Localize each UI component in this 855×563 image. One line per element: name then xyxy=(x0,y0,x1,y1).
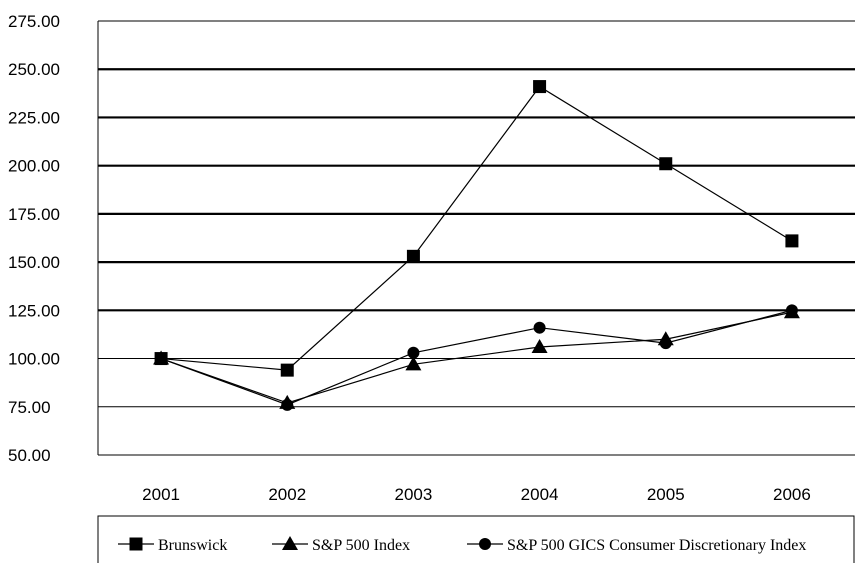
data-point xyxy=(533,80,547,94)
data-point xyxy=(785,234,799,248)
data-point xyxy=(281,398,294,411)
series-line xyxy=(160,309,793,406)
legend-box xyxy=(97,515,855,563)
y-tick-label: 175.00 xyxy=(8,205,60,224)
y-tick-label: 200.00 xyxy=(8,157,60,176)
x-tick-label: 2004 xyxy=(521,485,559,504)
gridlines xyxy=(97,20,855,456)
data-point xyxy=(405,356,422,371)
series-circle xyxy=(155,304,798,411)
x-tick-label: 2002 xyxy=(268,485,306,504)
legend-marker xyxy=(129,537,143,551)
data-point xyxy=(531,338,548,353)
legend-marker xyxy=(479,538,491,550)
data-point xyxy=(533,321,546,334)
y-tick-label: 225.00 xyxy=(8,108,60,127)
legend-label: S&P 500 GICS Consumer Discretionary Inde… xyxy=(507,537,806,554)
data-point xyxy=(280,363,294,377)
y-tick-label: 75.00 xyxy=(8,398,51,417)
legend-marker xyxy=(282,536,298,550)
y-axis-ticks: 50.00 75.00 100.00 125.00 150.00 175.00 200.00… xyxy=(8,12,60,465)
x-tick-label: 2001 xyxy=(142,485,180,504)
legend-label: Brunswick xyxy=(158,537,227,554)
y-tick-label: 250.00 xyxy=(8,60,60,79)
data-point xyxy=(785,304,798,317)
data-point xyxy=(407,346,420,359)
x-tick-label: 2006 xyxy=(773,485,811,504)
data-point xyxy=(659,157,673,171)
y-tick-label: 125.00 xyxy=(8,301,60,320)
legend-label: S&P 500 Index xyxy=(312,537,410,554)
series-line xyxy=(161,85,793,371)
data-point xyxy=(406,249,420,263)
data-point xyxy=(155,352,168,365)
series-triangle xyxy=(153,304,800,409)
x-tick-label: 2005 xyxy=(647,485,685,504)
x-tick-label: 2003 xyxy=(395,485,433,504)
data-point xyxy=(659,337,672,350)
y-tick-label: 50.00 xyxy=(8,446,51,465)
x-axis-ticks: 2001 2002 2003 2004 2005 2006 xyxy=(142,485,811,504)
series-layer xyxy=(153,80,800,411)
y-tick-label: 150.00 xyxy=(8,253,60,272)
y-tick-label: 100.00 xyxy=(8,350,60,369)
legend: Brunswick S&P 500 Index S&P 500 GICS Consu… xyxy=(97,515,855,563)
series-line xyxy=(160,311,793,404)
y-tick-label: 275.00 xyxy=(8,12,60,31)
